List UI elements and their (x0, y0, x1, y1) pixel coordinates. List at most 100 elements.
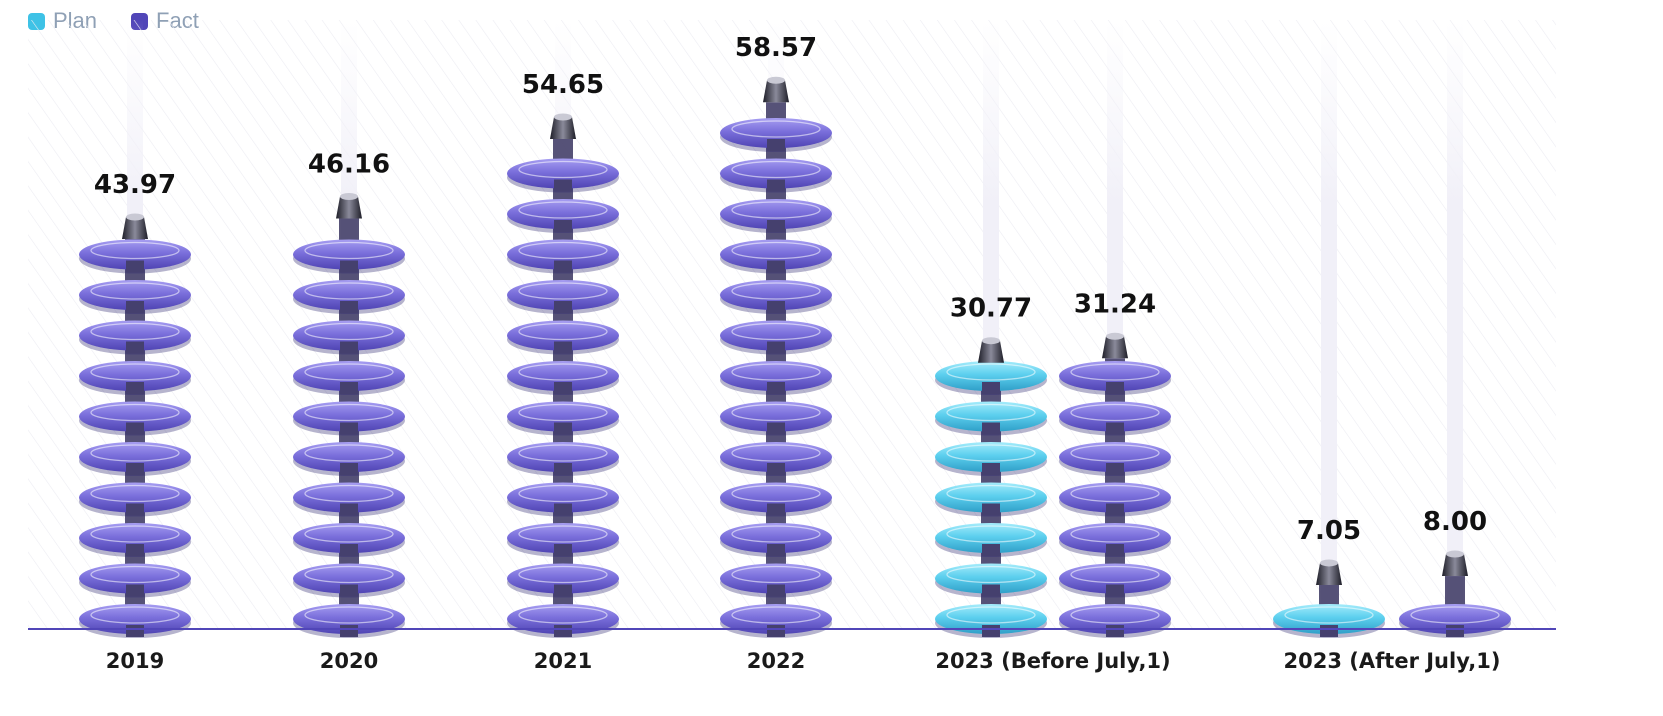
disc-fact-2020-2 (293, 320, 405, 355)
disc-fact-2019-2 (79, 320, 191, 355)
disc-fact-2021-4 (507, 320, 619, 355)
disc-fact-2022-10 (720, 523, 832, 557)
value-label-fact-2019: 43.97 (94, 170, 176, 200)
disc-plan-2023-after-july-1--0 (1273, 604, 1385, 638)
disc-fact-2020-0 (293, 239, 405, 274)
disc-fact-2021-2 (507, 239, 619, 274)
disc-plan-2023-before-july-1--4 (935, 523, 1047, 557)
bar-fact-2021[interactable] (507, 113, 619, 638)
disc-fact-2020-6 (293, 482, 405, 517)
disc-fact-2023-before-july-1--3 (1059, 482, 1171, 517)
disc-fact-2022-8 (720, 442, 832, 476)
disc-fact-2019-9 (79, 604, 191, 638)
disc-fact-2020-3 (293, 361, 405, 395)
x-tick-2023-after-july-1-: 2023 (After July,1) (1284, 649, 1501, 673)
disc-fact-2021-9 (507, 523, 619, 557)
disc-fact-2020-7 (293, 523, 405, 557)
disc-plan-2023-before-july-1--1 (935, 401, 1047, 436)
cap-top-fact-2023-after-july-1- (1446, 550, 1464, 558)
beam-plan-2023-after-july-1- (1321, 20, 1337, 629)
value-label-fact-2023-before-july-1-: 31.24 (1074, 289, 1156, 319)
cap-fact-2021 (550, 116, 576, 139)
disc-fact-2019-0 (79, 239, 191, 274)
bar-fact-2022[interactable] (720, 76, 832, 638)
cap-top-fact-2020 (340, 193, 358, 201)
value-label-plan-2023-after-july-1-: 7.05 (1297, 516, 1361, 546)
disc-fact-2022-12 (720, 604, 832, 638)
x-tick-2019: 2019 (106, 649, 164, 673)
disc-fact-2022-0 (720, 118, 832, 152)
disc-fact-2023-before-july-1--5 (1059, 563, 1171, 598)
disc-fact-2020-9 (293, 604, 405, 638)
bar-fact-2019[interactable] (79, 213, 191, 638)
disc-fact-2021-8 (507, 482, 619, 517)
value-label-fact-2020: 46.16 (308, 150, 390, 180)
bar-plan-2023-after-july-1-[interactable] (1273, 559, 1385, 638)
x-tick-2023-before-july-1-: 2023 (Before July,1) (935, 649, 1170, 673)
disc-fact-2022-5 (720, 320, 832, 355)
disc-fact-2022-3 (720, 239, 832, 274)
disc-fact-2019-4 (79, 401, 191, 436)
bar-fact-2023-after-july-1-[interactable] (1399, 550, 1511, 638)
cap-top-fact-2021 (554, 113, 572, 121)
disc-plan-2023-before-july-1--6 (935, 604, 1047, 638)
disc-fact-2021-0 (507, 158, 619, 193)
disc-fact-2023-before-july-1--1 (1059, 401, 1171, 436)
disc-fact-2022-1 (720, 158, 832, 193)
disc-fact-2021-3 (507, 280, 619, 314)
disc-fact-2020-4 (293, 401, 405, 436)
cap-top-fact-2019 (126, 213, 144, 221)
cap-top-fact-2022 (767, 76, 785, 84)
disc-fact-2021-10 (507, 563, 619, 598)
cap-plan-2023-before-july-1- (978, 340, 1004, 363)
disc-fact-2022-9 (720, 482, 832, 517)
cap-fact-2022 (763, 80, 789, 103)
disc-fact-2021-1 (507, 199, 619, 233)
cap-fact-2023-after-july-1- (1442, 554, 1468, 577)
disc-plan-2023-before-july-1--5 (935, 563, 1047, 598)
disc-fact-2019-1 (79, 280, 191, 314)
x-tick-labels: 2019 2020 2021 2022 2023 (Before July,1) 2023… (106, 649, 1501, 673)
value-labels: 30.77 7.05 43.97 46.16 54.65 58.57 31.24 8.00 (94, 33, 1487, 546)
disc-fact-2023-before-july-1--4 (1059, 523, 1171, 557)
cap-top-plan-2023-after-july-1- (1320, 559, 1338, 567)
disc-fact-2022-7 (720, 401, 832, 436)
disc-plan-2023-before-july-1--3 (935, 482, 1047, 517)
disc-fact-2019-3 (79, 361, 191, 395)
disc-fact-2021-5 (507, 361, 619, 395)
disc-fact-2023-after-july-1--0 (1399, 604, 1511, 638)
disc-fact-2019-7 (79, 523, 191, 557)
disc-fact-2020-8 (293, 563, 405, 598)
disc-fact-2023-before-july-1--6 (1059, 604, 1171, 638)
disc-fact-2021-11 (507, 604, 619, 638)
disc-plan-2023-before-july-1--0 (935, 361, 1047, 395)
disc-fact-2021-7 (507, 442, 619, 476)
cap-plan-2023-after-july-1- (1316, 562, 1342, 585)
value-label-fact-2022: 58.57 (735, 33, 817, 63)
bar-plan-2023-before-july-1-[interactable] (935, 337, 1047, 638)
bar-fact-2023-before-july-1-[interactable] (1059, 332, 1171, 638)
disc-fact-2020-5 (293, 442, 405, 476)
disc-fact-2019-6 (79, 482, 191, 517)
cap-fact-2020 (336, 196, 362, 219)
disc-fact-2022-11 (720, 563, 832, 598)
cap-fact-2019 (122, 217, 148, 240)
value-label-plan-2023-before-july-1-: 30.77 (950, 294, 1032, 324)
disc-fact-2019-5 (79, 442, 191, 476)
disc-fact-2020-1 (293, 280, 405, 314)
cap-top-plan-2023-before-july-1- (982, 337, 1000, 345)
disc-fact-2021-6 (507, 401, 619, 436)
value-label-fact-2023-after-july-1-: 8.00 (1423, 507, 1487, 537)
disc-plan-2023-before-july-1--2 (935, 442, 1047, 476)
bars (79, 76, 1511, 638)
disc-fact-2023-before-july-1--2 (1059, 442, 1171, 476)
disc-fact-2022-2 (720, 199, 832, 233)
disc-fact-2022-6 (720, 361, 832, 395)
disc-fact-2022-4 (720, 280, 832, 314)
value-label-fact-2021: 54.65 (522, 70, 604, 100)
cap-top-fact-2023-before-july-1- (1106, 332, 1124, 340)
x-tick-2022: 2022 (747, 649, 805, 673)
bar-fact-2020[interactable] (293, 193, 405, 638)
disc-fact-2023-before-july-1--0 (1059, 361, 1171, 395)
